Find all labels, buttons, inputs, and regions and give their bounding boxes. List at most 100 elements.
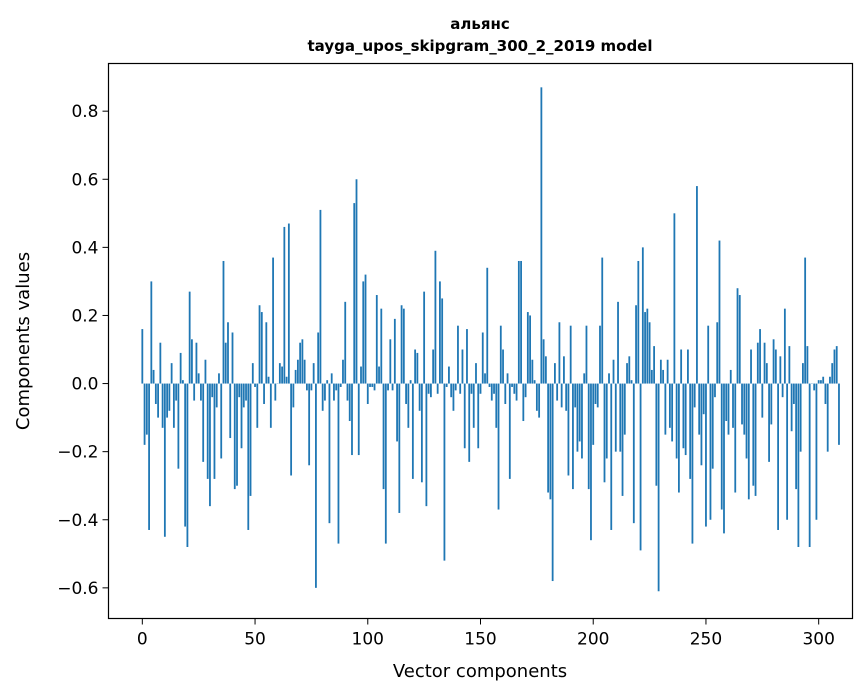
bar [393,318,396,384]
bar [655,383,658,486]
bar [380,308,383,384]
bar [247,383,250,530]
bar [662,369,665,384]
bar [572,383,574,490]
bar [308,383,311,466]
bar [414,349,417,384]
y-axis-label: Components values [13,252,34,430]
plot-frame [107,62,854,620]
y-tick-label: −0.2 [57,443,98,463]
bar [666,359,669,384]
bar [240,383,243,449]
bar [215,383,218,408]
bar [161,383,164,428]
bar [799,383,802,452]
bar [333,383,335,401]
bar [233,383,236,490]
bar [696,186,698,384]
bar [436,383,439,394]
bar [815,383,818,520]
bar [477,383,480,449]
bar [635,305,637,384]
bar [267,376,270,384]
bar [179,352,182,384]
bar [790,383,793,432]
bar [725,383,728,422]
bar [540,87,543,384]
x-tick-label: 150 [464,630,496,650]
bar [576,383,579,452]
bar [159,342,162,384]
bar [718,240,721,384]
bar [265,322,268,384]
bar [418,383,421,411]
bar [610,383,613,530]
y-tick-label: −0.4 [57,511,98,531]
bar [551,383,554,582]
x-axis-label: Vector components [393,661,567,682]
bar [644,312,646,384]
bar [817,380,820,384]
bar [317,332,320,384]
bar [188,291,191,384]
bar [328,383,331,524]
x-tick-label: 100 [352,630,384,650]
bar [441,298,444,384]
bar [795,383,798,490]
bar [405,383,407,404]
bar [727,383,730,435]
bar [481,332,484,384]
bar [668,383,671,428]
bar [197,373,200,384]
bar [400,305,403,384]
bar [330,373,333,384]
bar [831,363,834,384]
bar [743,383,746,435]
bar [750,349,752,384]
bar [468,383,471,462]
bar [150,281,153,384]
bar [621,383,624,496]
bar [258,305,261,384]
bar [835,346,838,384]
bar [684,383,687,456]
bar [242,383,245,408]
bar [822,376,825,384]
bar [362,281,365,384]
bar [614,383,617,452]
bar [506,373,509,384]
bar [202,383,205,462]
bar [463,383,466,449]
bar [515,383,518,401]
x-tick-label: 0 [137,630,148,650]
bar [723,383,725,534]
bar [729,369,732,384]
bar [711,383,714,469]
bar [411,383,414,479]
y-tick-label: 0.2 [71,306,98,326]
x-tick-label: 200 [577,630,609,650]
bar [366,383,369,404]
bar [632,383,635,524]
bar [623,383,626,435]
bar [378,366,380,384]
bar [569,325,572,384]
bar [355,179,358,384]
bar [423,291,426,384]
bar [813,383,816,391]
bar [281,366,283,384]
bar [254,383,256,387]
bar [452,383,455,411]
bar [763,342,766,384]
bar [680,349,683,384]
bar [427,383,430,394]
bar [278,363,281,384]
bar [603,383,606,483]
bar [245,383,247,401]
bar [402,308,405,384]
bar [269,383,272,428]
bar [319,209,322,384]
bar [511,383,513,387]
bar [238,383,241,398]
